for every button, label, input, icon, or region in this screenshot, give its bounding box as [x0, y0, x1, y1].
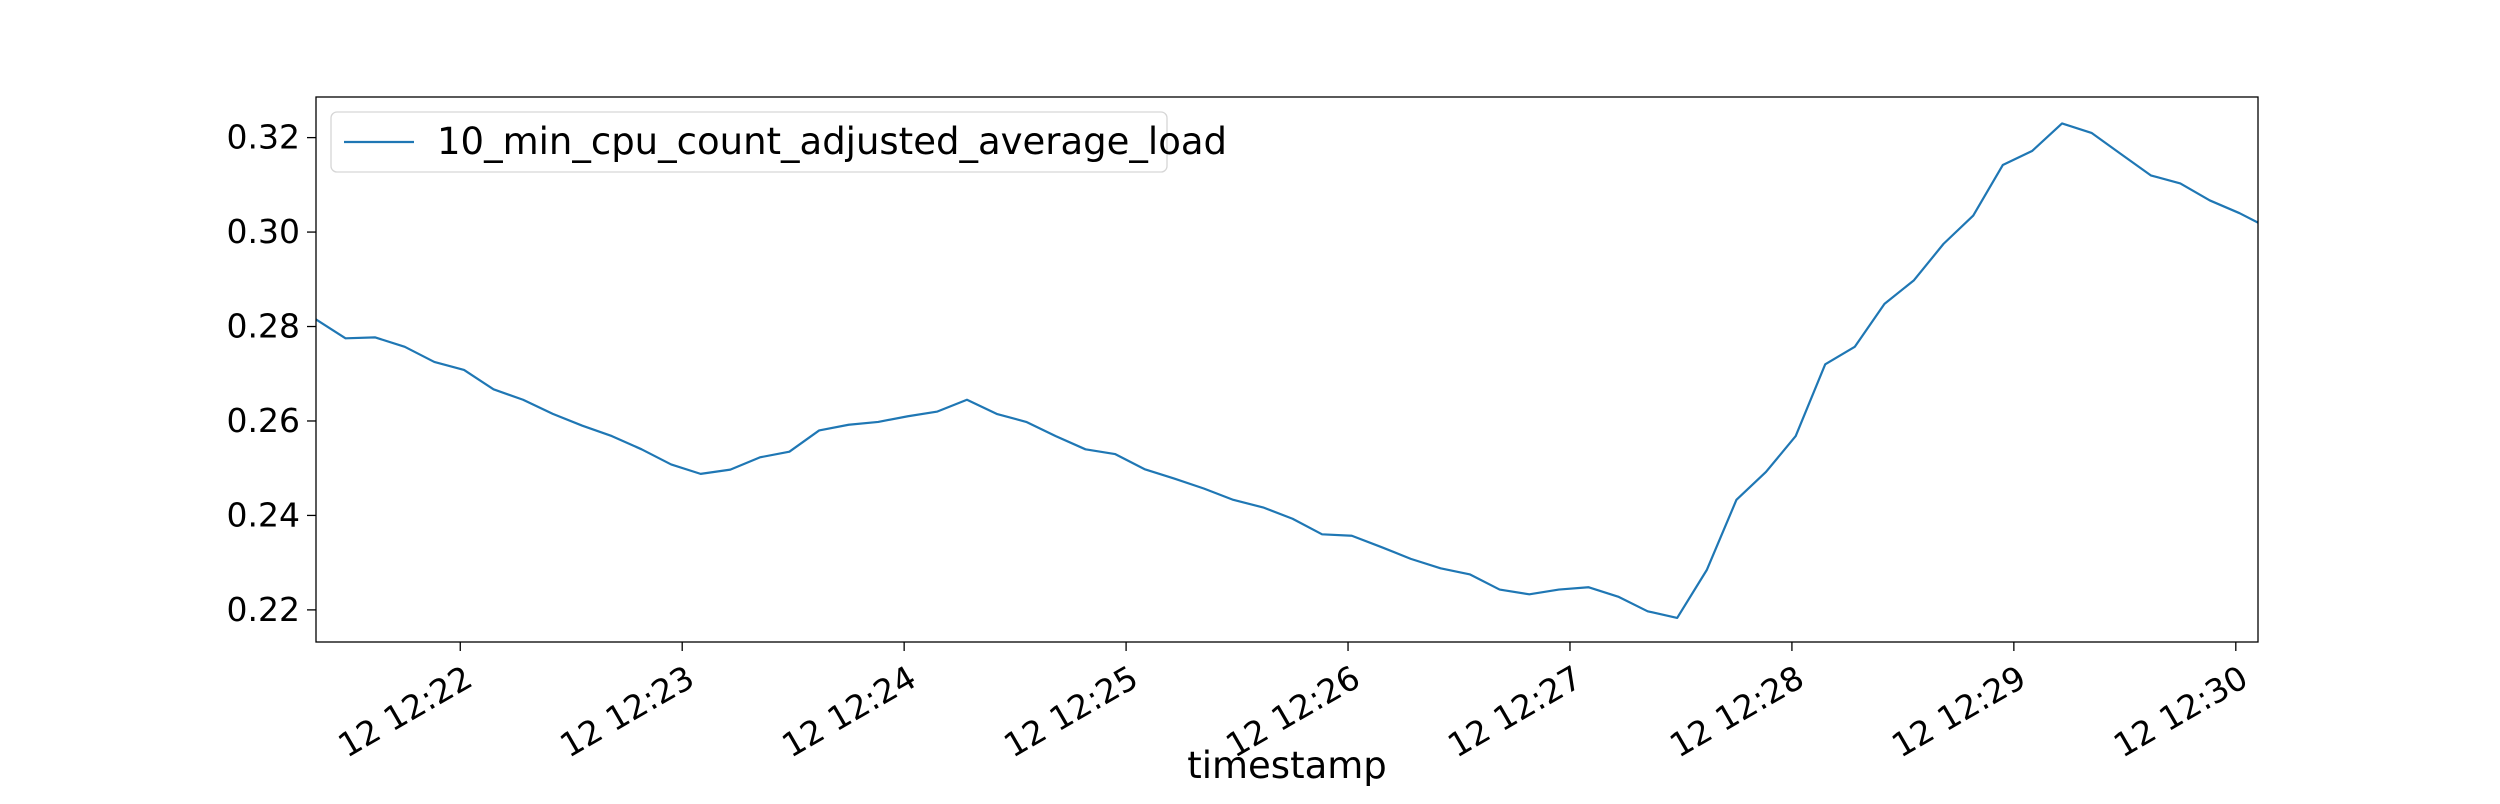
x-tick-label: 12 12:30 — [2107, 658, 2254, 766]
x-tick-label: 12 12:23 — [553, 658, 700, 766]
legend-label: 10_min_cpu_count_adjusted_average_load — [437, 120, 1227, 163]
y-tick-label: 0.32 — [227, 118, 300, 157]
y-tick-label: 0.26 — [227, 401, 300, 440]
y-axis: 0.22 0.24 0.26 0.28 0.30 0.32 — [227, 118, 316, 629]
x-tick-label: 12 12:24 — [775, 658, 922, 766]
x-tick-label: 12 12:28 — [1663, 658, 1810, 766]
y-tick-label: 0.24 — [227, 495, 300, 534]
x-tick-label: 12 12:27 — [1441, 658, 1588, 766]
plot-area — [315, 96, 2259, 643]
legend-box — [330, 111, 1168, 173]
legend: 10_min_cpu_count_adjusted_average_load — [330, 111, 1227, 173]
series-line-0 — [316, 122, 2258, 620]
x-tick-label: 12 12:29 — [1885, 658, 2032, 766]
x-tick-label: 12 12:22 — [331, 658, 478, 766]
x-tick-label: 12 12:25 — [997, 658, 1144, 766]
y-tick-label: 0.22 — [227, 590, 300, 629]
series-lines — [316, 122, 2258, 620]
y-tick-label: 0.28 — [227, 307, 300, 346]
x-axis-label: timestamp — [1187, 744, 1387, 787]
plot-frame — [315, 96, 2259, 643]
y-tick-label: 0.30 — [227, 212, 300, 251]
